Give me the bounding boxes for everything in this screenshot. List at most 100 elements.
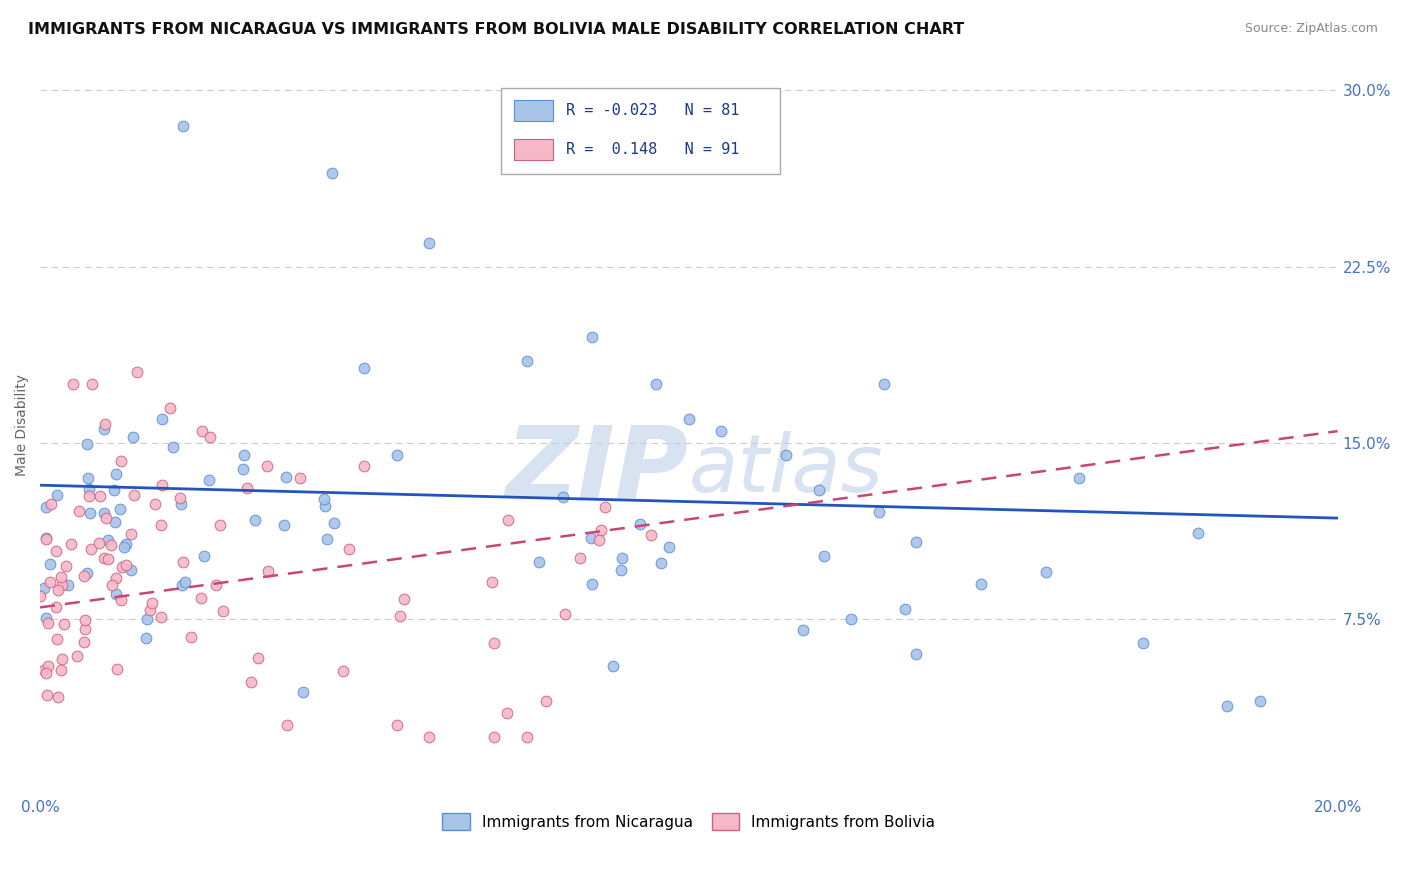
- Point: [38, 574, 60, 589]
- Point: [581, 577, 603, 591]
- Point: [76, 471, 98, 485]
- Point: [256, 459, 278, 474]
- Point: [658, 540, 681, 554]
- Point: [527, 555, 550, 569]
- Point: [204, 578, 226, 592]
- Point: [273, 518, 295, 533]
- Point: [813, 549, 835, 563]
- Point: [37, 616, 59, 631]
- Point: [159, 401, 181, 415]
- Point: [190, 591, 212, 605]
- Point: [141, 596, 163, 610]
- Point: [48, 582, 70, 597]
- Point: [45, 543, 67, 558]
- Point: [111, 560, 134, 574]
- Point: [45, 599, 67, 614]
- Point: [239, 675, 262, 690]
- Legend: Immigrants from Nicaragua, Immigrants from Bolivia: Immigrants from Nicaragua, Immigrants fr…: [436, 807, 942, 836]
- Point: [581, 330, 603, 344]
- Point: [110, 454, 132, 468]
- Point: [868, 504, 890, 518]
- Point: [904, 648, 927, 662]
- Point: [115, 558, 138, 573]
- Point: [353, 360, 375, 375]
- Point: [172, 119, 194, 133]
- Point: [496, 513, 519, 527]
- Point: [315, 533, 337, 547]
- Point: [105, 662, 128, 676]
- Point: [48, 690, 70, 705]
- Text: R =  0.148   N = 91: R = 0.148 N = 91: [565, 142, 740, 157]
- Point: [839, 612, 862, 626]
- Point: [67, 504, 90, 518]
- Point: [73, 613, 96, 627]
- Point: [610, 564, 633, 578]
- Point: [79, 489, 101, 503]
- Point: [332, 664, 354, 678]
- Point: [150, 412, 173, 426]
- Point: [135, 632, 157, 646]
- Point: [274, 470, 297, 484]
- Point: [385, 448, 408, 462]
- Y-axis label: Male Disability: Male Disability: [15, 375, 30, 476]
- Point: [97, 533, 120, 547]
- Point: [554, 607, 576, 621]
- Point: [418, 730, 440, 744]
- Point: [323, 516, 346, 531]
- Point: [45, 632, 67, 646]
- Point: [122, 488, 145, 502]
- Point: [1067, 471, 1090, 485]
- Point: [678, 412, 700, 426]
- Point: [807, 483, 830, 497]
- Point: [52, 616, 75, 631]
- Point: [94, 511, 117, 525]
- Point: [1249, 694, 1271, 708]
- Point: [314, 491, 336, 506]
- Point: [93, 506, 115, 520]
- Point: [970, 577, 993, 591]
- Point: [710, 424, 733, 438]
- Point: [534, 694, 557, 708]
- Point: [233, 448, 256, 462]
- Point: [651, 153, 673, 168]
- Point: [93, 422, 115, 436]
- Point: [51, 663, 73, 677]
- Point: [496, 706, 519, 720]
- Point: [89, 536, 111, 550]
- Point: [904, 534, 927, 549]
- Point: [162, 440, 184, 454]
- Point: [872, 377, 894, 392]
- Point: [66, 649, 89, 664]
- Point: [208, 518, 231, 533]
- Point: [32, 663, 55, 677]
- Point: [247, 650, 270, 665]
- Point: [79, 482, 101, 496]
- Point: [321, 166, 343, 180]
- Point: [337, 542, 360, 557]
- Point: [93, 550, 115, 565]
- Point: [120, 563, 142, 577]
- Point: [105, 587, 128, 601]
- Point: [418, 236, 440, 251]
- Point: [353, 459, 375, 474]
- FancyBboxPatch shape: [513, 100, 553, 121]
- Point: [112, 541, 135, 555]
- Point: [276, 718, 298, 732]
- Point: [484, 730, 506, 744]
- Point: [79, 506, 101, 520]
- Point: [89, 489, 111, 503]
- Point: [392, 592, 415, 607]
- Point: [232, 461, 254, 475]
- Point: [46, 488, 69, 502]
- Text: R = -0.023   N = 81: R = -0.023 N = 81: [565, 103, 740, 118]
- Point: [80, 377, 103, 392]
- Point: [1216, 699, 1239, 714]
- Point: [143, 497, 166, 511]
- Point: [120, 527, 142, 541]
- Point: [602, 658, 624, 673]
- Point: [191, 424, 214, 438]
- Point: [388, 608, 411, 623]
- Text: IMMIGRANTS FROM NICARAGUA VS IMMIGRANTS FROM BOLIVIA MALE DISABILITY CORRELATION: IMMIGRANTS FROM NICARAGUA VS IMMIGRANTS …: [28, 22, 965, 37]
- FancyBboxPatch shape: [513, 139, 553, 160]
- Point: [212, 604, 235, 618]
